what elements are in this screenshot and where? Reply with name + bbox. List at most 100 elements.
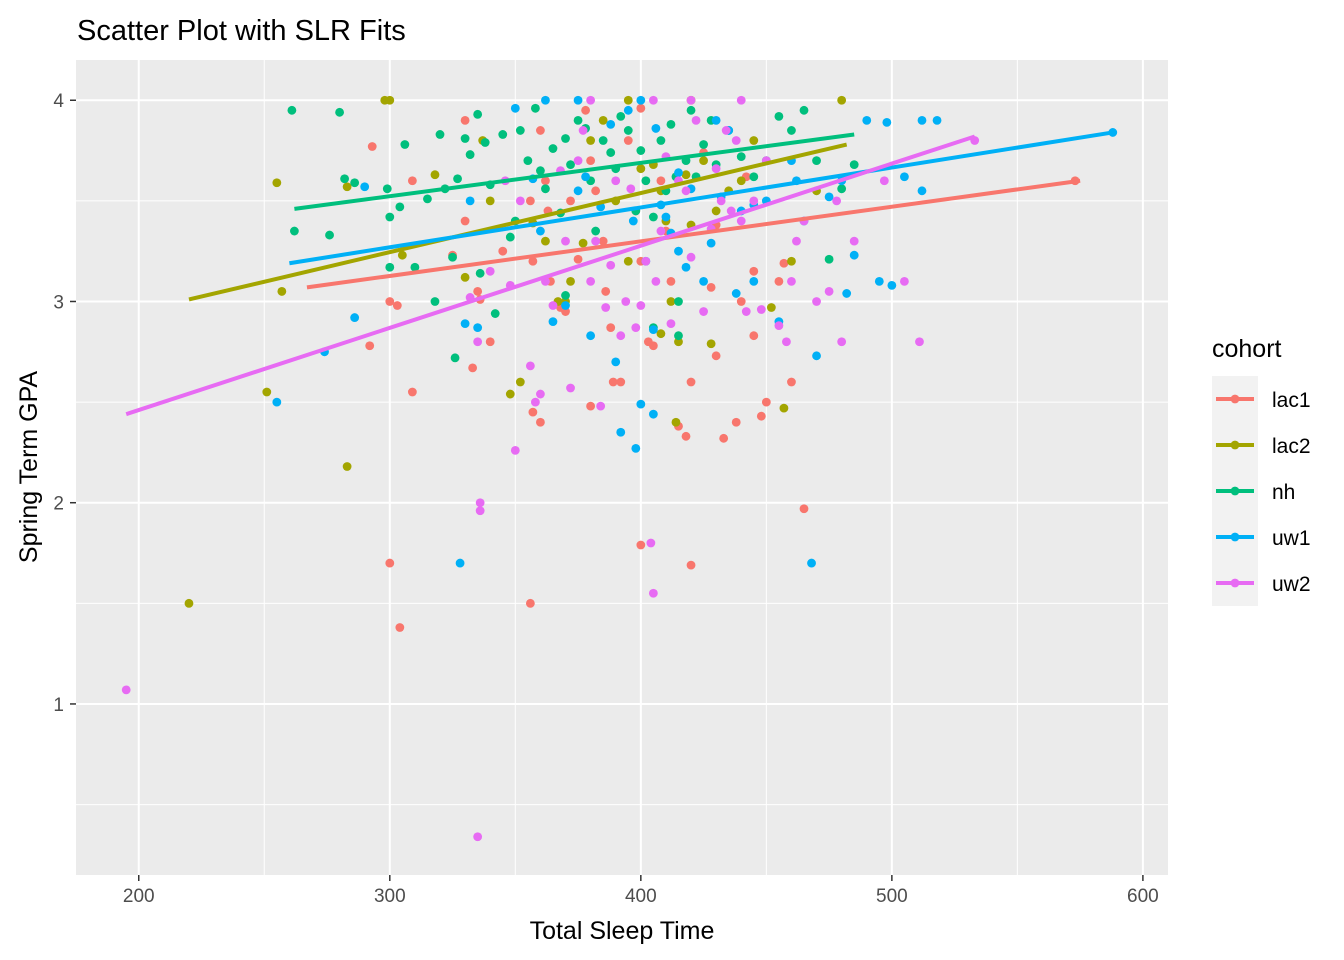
data-point-lac1 [460,216,470,226]
data-point-lac1 [749,266,759,276]
data-point-lac2 [671,417,681,427]
data-point-uw2 [641,256,651,266]
x-axis-title: Total Sleep Time [530,917,715,945]
x-tick-label: 600 [1127,886,1159,907]
data-point-uw2 [774,321,784,331]
data-point-uw2 [621,297,631,306]
data-point-uw1 [731,289,741,298]
data-point-uw2 [792,236,801,246]
data-point-lac2 [699,156,708,166]
legend-key-point [1230,532,1240,542]
data-point-nh [490,309,500,318]
data-point-nh [335,107,344,117]
data-point-uw2 [636,301,646,310]
data-point-lac1 [525,196,535,206]
data-point-uw2 [530,397,540,407]
data-point-lac2 [586,136,596,145]
data-point-lac1 [736,297,746,306]
data-point-lac1 [623,136,633,145]
data-point-lac1 [485,337,495,347]
data-point-uw1 [807,558,816,568]
data-point-lac2 [749,136,759,145]
y-axis-title: Spring Term GPA [15,371,43,564]
data-point-uw1 [465,196,475,206]
data-point-lac1 [598,236,608,246]
data-point-lac2 [342,182,352,192]
data-point-nh [423,194,432,204]
data-point-lac1 [756,411,766,421]
data-point-nh [340,174,350,184]
data-point-nh [400,140,410,149]
data-point-uw2 [548,301,558,310]
x-axis-ticks: 200 300 400 500 600 [123,875,1159,907]
data-point-uw2 [606,260,616,270]
data-point-uw1 [874,276,884,286]
data-point-uw1 [917,186,927,196]
data-point-nh [450,353,460,363]
data-point-uw1 [842,289,852,298]
legend-item-uw1: uw1 [1212,514,1311,560]
data-point-lac1 [541,176,550,186]
data-point-lac2 [706,339,716,349]
data-point-uw1 [648,409,658,419]
data-point-uw1 [548,317,558,327]
data-point-uw1 [636,399,646,409]
data-point-lac1 [686,560,696,570]
data-point-uw2 [736,95,746,105]
data-point-lac1 [656,176,666,186]
x-tick-label: 300 [374,886,406,907]
data-point-uw2 [681,186,691,196]
x-tick-label: 500 [876,886,908,907]
legend-label: nh [1272,481,1295,504]
y-tick-label: 2 [53,494,64,515]
data-point-uw2 [510,445,520,455]
legend-key-point [1230,394,1240,404]
fit-line-uw1 [289,130,1114,266]
data-point-uw2 [596,401,606,411]
legend-label: lac1 [1272,389,1311,412]
data-point-nh [350,178,360,188]
data-point-uw2 [879,176,889,186]
data-point-lac2 [430,170,440,180]
y-tick-label: 1 [53,695,64,716]
data-point-uw2 [616,331,626,341]
data-point-uw2 [646,538,656,548]
data-point-nh [435,130,445,139]
data-point-uw1 [706,238,716,248]
data-point-uw1 [628,216,638,226]
data-point-uw2 [586,95,596,105]
data-point-nh [453,174,462,184]
data-point-uw1 [917,115,927,125]
data-point-uw1 [749,276,759,286]
data-point-uw2 [756,305,766,314]
data-point-nh [598,136,608,145]
data-point-lac1 [365,341,375,351]
data-point-lac2 [184,598,194,608]
data-point-uw2 [586,276,596,286]
data-point-uw1 [473,323,483,333]
data-point-uw1 [812,351,821,361]
data-point-uw2 [591,236,601,246]
data-point-nh [674,297,683,306]
data-point-nh [623,126,633,135]
data-point-uw2 [578,126,588,135]
data-point-uw2 [611,176,621,186]
data-point-lac1 [525,598,535,608]
data-point-uw2 [741,307,751,316]
data-point-uw1 [541,95,550,105]
legend-item-nh: nh [1212,468,1295,514]
data-point-nh [382,184,392,194]
legend-key-point [1230,486,1240,496]
data-point-lac2 [485,196,495,206]
data-point-lac1 [566,196,575,206]
data-point-uw2 [656,226,666,236]
data-point-lac1 [395,623,405,632]
data-point-uw2 [515,196,525,206]
data-point-lac2 [385,95,395,105]
data-point-lac1 [573,254,583,264]
data-point-lac2 [397,250,407,260]
data-point-lac1 [473,287,483,296]
data-point-nh [812,156,821,166]
y-tick-label: 4 [53,91,64,112]
data-point-uw2 [536,389,545,399]
